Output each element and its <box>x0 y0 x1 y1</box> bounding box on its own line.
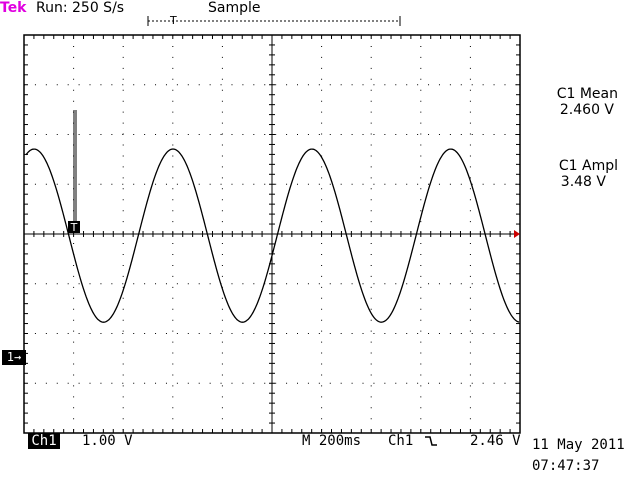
measurement-2-label: C1 Ampl <box>558 158 618 174</box>
brand-logo: Tek <box>0 0 27 16</box>
trigger-level-arrow <box>514 230 520 238</box>
channel-1-ground-marker: 1→ <box>2 350 26 365</box>
trigger-spike <box>73 110 77 228</box>
date: 11 May 2011 <box>532 437 625 453</box>
waveform-trace <box>25 148 520 323</box>
svg-text:T: T <box>70 221 78 234</box>
falling-edge-icon <box>425 436 437 446</box>
acquisition-mode: Sample <box>208 0 261 16</box>
trigger-point-marker: T <box>68 221 80 234</box>
timebase: M 200ms <box>302 433 362 449</box>
volts-per-div: 1.00 V <box>82 433 133 449</box>
svg-text:T: T <box>169 14 177 27</box>
measurement-2-value: 3.48 V <box>560 174 606 190</box>
time: 07:47:37 <box>532 458 600 474</box>
trigger-source: Ch1 <box>388 433 414 449</box>
measurement-1-label: C1 Mean <box>556 86 618 102</box>
trigger-level: 2.46 V <box>470 433 521 449</box>
run-status: Run: 250 S/s <box>36 0 125 16</box>
acquisition-bracket: T <box>147 14 401 27</box>
graticule <box>23 34 521 434</box>
channel-1-badge: Ch1 <box>28 433 60 449</box>
measurement-1-value: 2.460 V <box>559 102 614 118</box>
